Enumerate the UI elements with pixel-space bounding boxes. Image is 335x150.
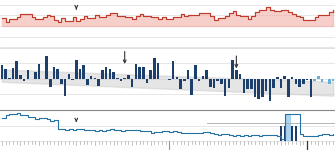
Bar: [146, 79, 148, 83]
Bar: [280, 126, 282, 141]
Bar: [321, 79, 323, 82]
Bar: [187, 70, 189, 79]
Bar: [280, 79, 282, 88]
Bar: [317, 76, 320, 79]
Bar: [190, 79, 193, 95]
Bar: [183, 79, 186, 81]
Bar: [254, 79, 256, 97]
Bar: [216, 79, 219, 81]
Bar: [53, 67, 55, 79]
Bar: [4, 69, 7, 79]
Bar: [23, 79, 25, 81]
Bar: [213, 79, 215, 88]
Bar: [68, 74, 70, 79]
Bar: [265, 79, 267, 91]
Bar: [109, 69, 111, 79]
Bar: [235, 70, 238, 79]
Bar: [112, 72, 115, 79]
Bar: [135, 64, 137, 79]
Bar: [291, 77, 293, 79]
Bar: [284, 126, 286, 141]
Bar: [283, 76, 286, 79]
Bar: [138, 68, 141, 79]
Bar: [287, 79, 290, 97]
Bar: [149, 70, 152, 79]
Bar: [291, 126, 293, 141]
Bar: [205, 70, 208, 79]
Bar: [250, 79, 253, 89]
Bar: [310, 79, 312, 97]
Bar: [127, 75, 130, 79]
Bar: [79, 69, 81, 79]
Bar: [168, 79, 171, 80]
Bar: [224, 79, 226, 96]
Bar: [202, 76, 204, 79]
Bar: [49, 79, 52, 87]
Bar: [142, 67, 145, 79]
Bar: [172, 61, 175, 79]
Bar: [332, 79, 334, 81]
Bar: [295, 126, 297, 141]
Bar: [272, 79, 275, 88]
Bar: [105, 67, 108, 79]
Bar: [56, 69, 59, 79]
Bar: [157, 63, 159, 79]
Bar: [257, 79, 260, 99]
Bar: [86, 79, 89, 85]
Bar: [8, 78, 11, 79]
Bar: [246, 79, 249, 88]
Bar: [123, 78, 126, 79]
Bar: [276, 77, 279, 79]
Bar: [45, 56, 48, 79]
Bar: [220, 79, 223, 84]
Bar: [116, 78, 119, 79]
Bar: [306, 79, 309, 80]
Bar: [60, 79, 63, 84]
Bar: [313, 79, 316, 81]
Bar: [12, 68, 14, 79]
Bar: [82, 65, 85, 79]
Bar: [75, 60, 78, 79]
Bar: [243, 79, 245, 93]
Bar: [15, 61, 18, 79]
Bar: [97, 79, 100, 86]
Bar: [294, 79, 297, 84]
Bar: [194, 65, 197, 79]
Bar: [179, 79, 182, 88]
Bar: [261, 79, 264, 97]
Bar: [239, 74, 242, 79]
Bar: [26, 70, 29, 79]
Bar: [198, 79, 200, 81]
Bar: [34, 72, 37, 79]
Bar: [131, 79, 133, 87]
Bar: [328, 79, 331, 84]
Bar: [286, 115, 291, 141]
Bar: [19, 75, 22, 79]
Bar: [269, 79, 271, 101]
Bar: [38, 64, 41, 79]
Bar: [120, 79, 122, 81]
Bar: [1, 64, 3, 79]
Bar: [227, 79, 230, 88]
Bar: [71, 79, 74, 80]
Bar: [302, 79, 305, 84]
Bar: [153, 58, 156, 79]
Bar: [90, 76, 92, 79]
Bar: [101, 70, 104, 79]
Bar: [298, 79, 301, 87]
Bar: [176, 76, 178, 79]
Bar: [64, 79, 66, 96]
Bar: [231, 60, 234, 79]
Bar: [209, 79, 212, 87]
Bar: [93, 78, 96, 79]
